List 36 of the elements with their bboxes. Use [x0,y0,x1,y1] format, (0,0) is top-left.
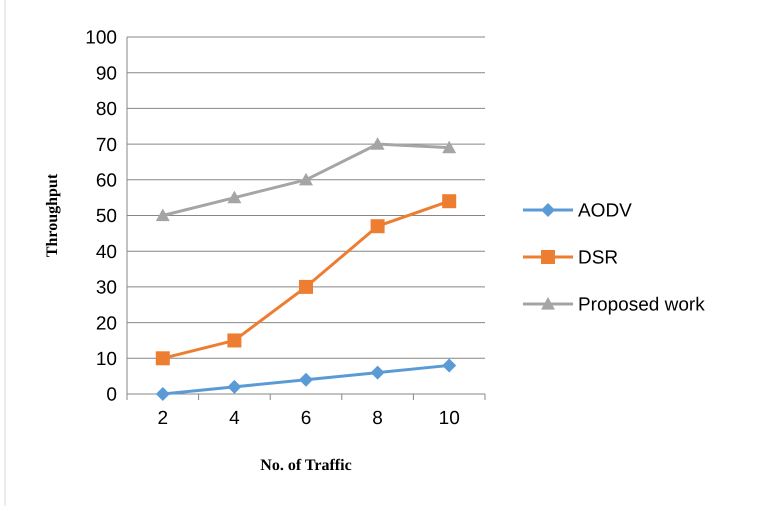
point [370,219,385,234]
x-axis-title: No. of Traffic [260,457,352,474]
y-tick-label: 70 [96,134,117,156]
y-tick-label: 50 [96,206,117,228]
point [370,137,385,150]
point [156,351,170,366]
point [156,208,170,222]
point [227,190,242,204]
y-tick-label: 100 [85,28,117,49]
x-tick-label: 8 [372,408,383,429]
y-axis-title: Throughput [44,173,61,258]
x-tick-label: 10 [438,408,460,429]
y-tick-label: 20 [96,313,117,334]
y-tick-label: 60 [96,170,117,192]
point [442,358,456,372]
y-tick-label: 40 [96,242,117,263]
legend-label: AODV [578,200,632,222]
y-tick-label: 0 [106,384,117,406]
point [156,387,170,401]
point [299,172,313,186]
point [227,333,242,348]
y-tick-label: 30 [96,278,117,299]
point [299,372,313,387]
y-tick-label: 90 [96,63,117,84]
y-tick-label: 80 [96,99,117,120]
point [370,366,385,380]
x-tick-label: 6 [300,408,312,429]
point [299,280,313,294]
point [442,140,456,154]
point [442,194,456,208]
point [227,380,242,394]
legend-label: DSR [578,248,618,269]
x-tick-label: 4 [229,408,240,429]
x-tick-label: 2 [158,408,168,429]
y-tick-label: 10 [96,348,117,370]
legend-label: Proposed work [578,294,706,316]
